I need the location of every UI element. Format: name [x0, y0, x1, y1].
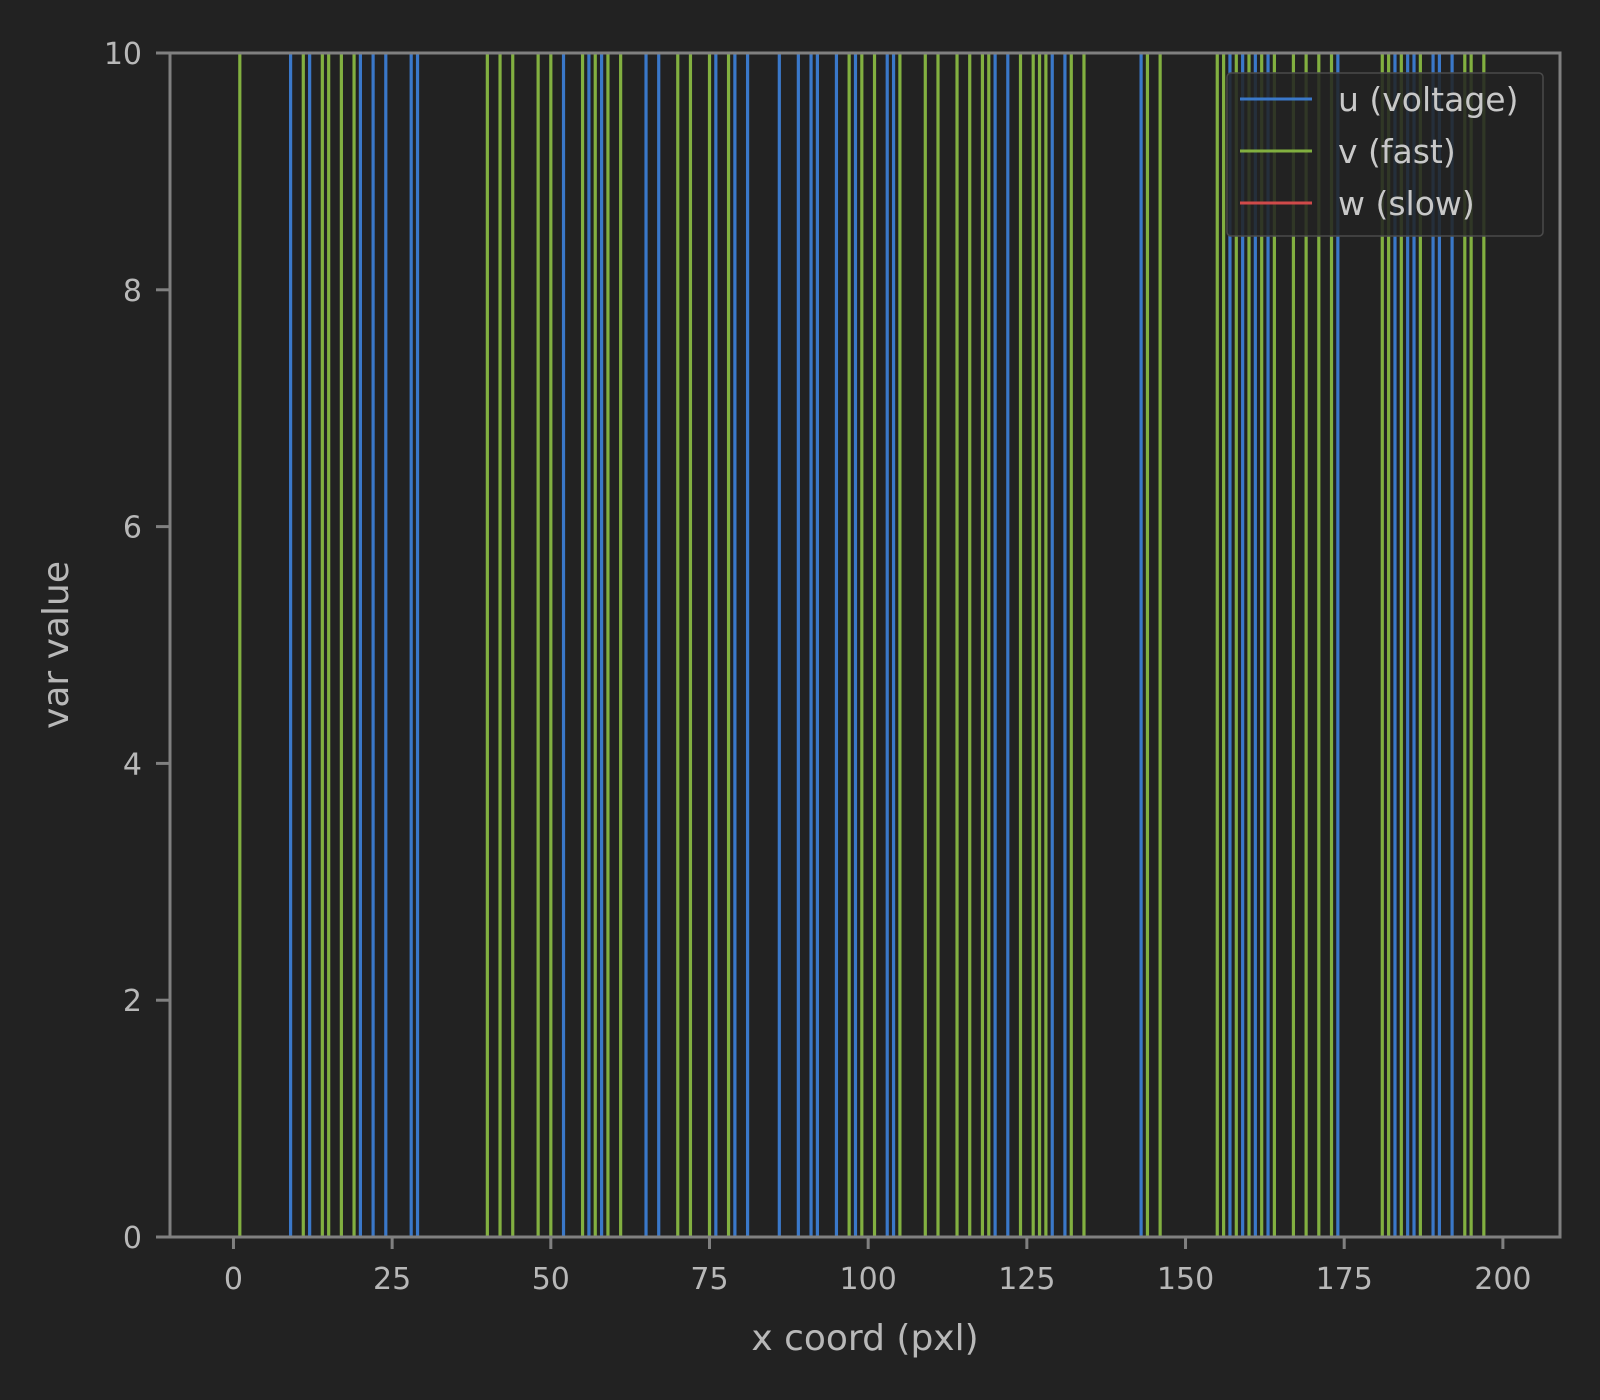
y-tick-label: 10: [104, 37, 142, 72]
legend-label-u: u (voltage): [1338, 80, 1518, 119]
y-axis-label: var value: [36, 561, 77, 729]
y-tick-label: 0: [123, 1221, 142, 1256]
x-tick-label: 100: [840, 1262, 897, 1297]
legend-label-w: w (slow): [1338, 184, 1475, 223]
legend-box: [1226, 72, 1544, 237]
y-axis-ticks: 0 2 4 6 8 10: [104, 37, 170, 1256]
x-tick-label: 175: [1316, 1262, 1373, 1297]
x-axis-label: x coord (pxl): [751, 1318, 978, 1359]
x-axis-ticks: 0 25 50 75 100 125 150 175 200: [224, 1237, 1532, 1297]
y-tick-label: 6: [123, 511, 142, 546]
y-tick-label: 2: [123, 984, 142, 1019]
x-tick-label: 0: [224, 1262, 243, 1297]
series-marks: [170, 53, 1560, 1238]
y-tick-label: 8: [123, 274, 142, 309]
y-tick-label: 4: [123, 747, 142, 782]
legend: u (voltage) v (fast) w (slow): [1226, 72, 1544, 237]
x-tick-label: 150: [1157, 1262, 1214, 1297]
axes-frame: [168, 51, 1562, 1239]
x-tick-label: 200: [1474, 1262, 1531, 1297]
x-tick-label: 50: [532, 1262, 570, 1297]
x-tick-label: 75: [690, 1262, 728, 1297]
x-tick-label: 125: [998, 1262, 1055, 1297]
x-tick-label: 25: [373, 1262, 411, 1297]
legend-label-v: v (fast): [1338, 132, 1456, 171]
